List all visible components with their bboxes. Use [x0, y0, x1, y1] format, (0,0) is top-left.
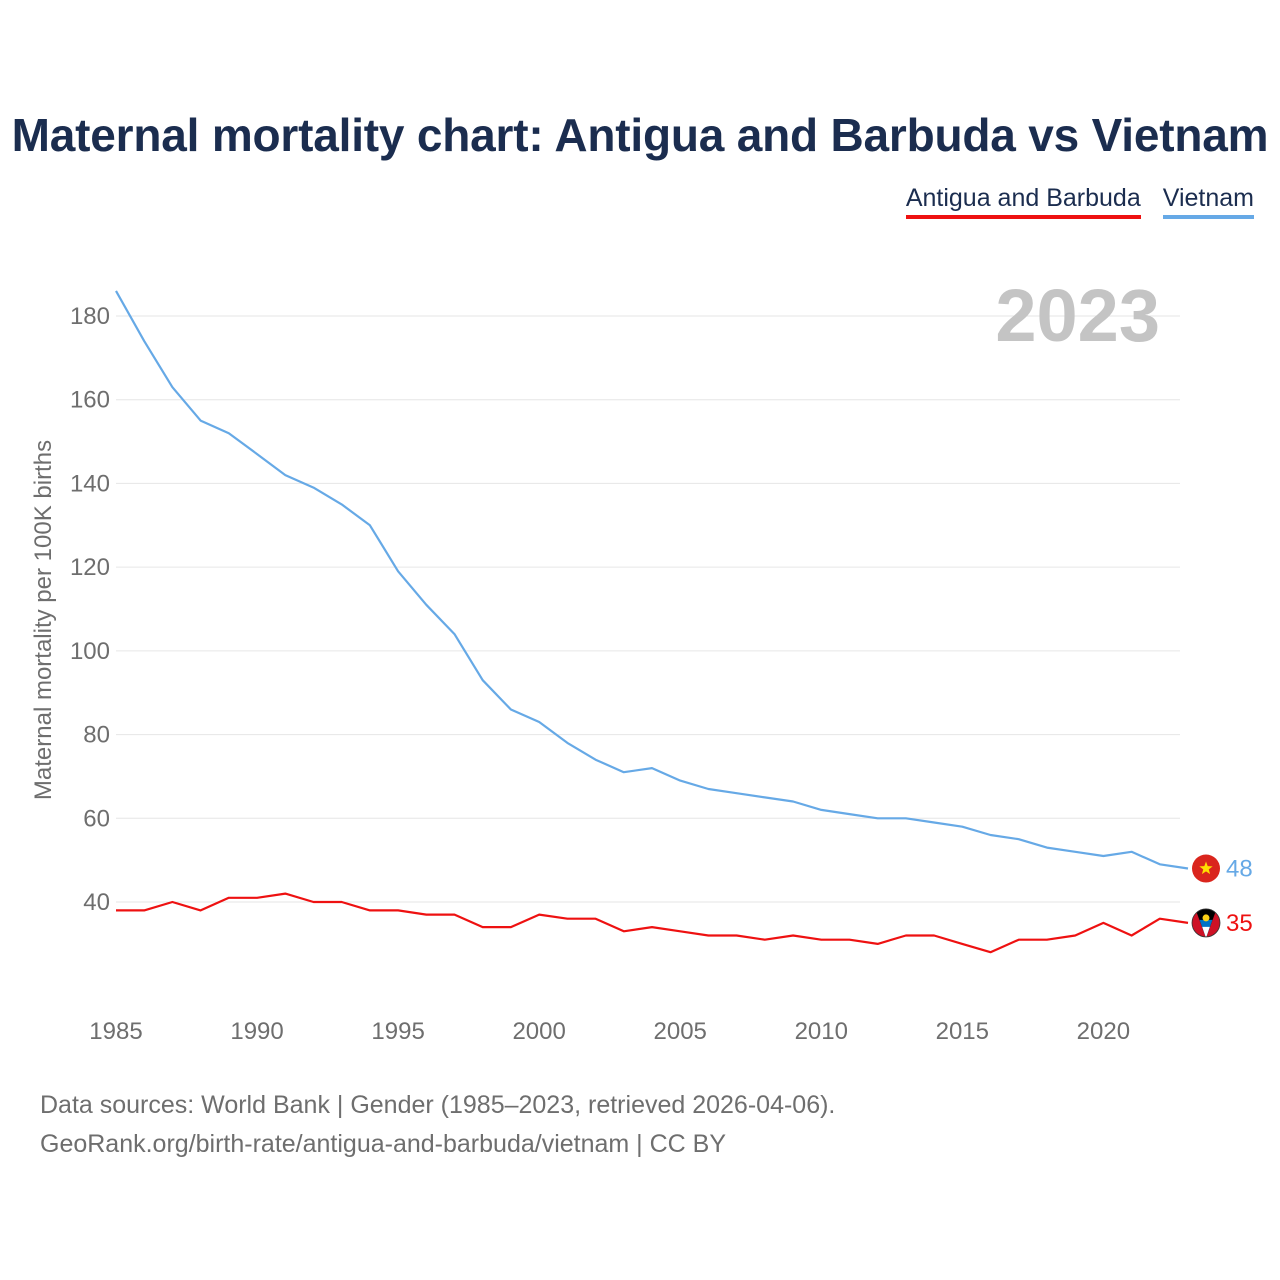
- x-tick-label-2015: 2015: [936, 1018, 989, 1045]
- x-tick-label-2000: 2000: [512, 1018, 565, 1045]
- y-tick-label-180: 180: [70, 303, 110, 330]
- legend-item-vietnam[interactable]: Vietnam: [1162, 183, 1254, 219]
- y-tick-label-160: 160: [70, 387, 110, 414]
- line-chart: 2023 40 60 80 100 120 140 160 180 1985 1990 1995 2…: [30, 274, 1253, 1045]
- x-tick-label-1995: 1995: [371, 1018, 424, 1045]
- y-tick-label-80: 80: [83, 722, 110, 749]
- year-watermark: 2023: [995, 274, 1160, 357]
- legend: Antigua and Barbuda Vietnam: [905, 183, 1254, 219]
- y-tick-label-40: 40: [83, 889, 110, 916]
- chart-title: Maternal mortality chart: Antigua and Ba…: [11, 109, 1269, 161]
- flag-icon-vietnam: [1192, 854, 1220, 883]
- source-line-1: Data sources: World Bank | Gender (1985–…: [40, 1091, 836, 1119]
- x-tick-label-2005: 2005: [654, 1018, 707, 1045]
- x-axis-ticks: 1985 1990 1995 2000 2005 2010 2015 2020: [89, 1018, 1130, 1045]
- x-tick-label-2010: 2010: [795, 1018, 848, 1045]
- gridlines: [116, 315, 1180, 903]
- y-axis-ticks: 40 60 80 100 120 140 160 180: [70, 303, 110, 916]
- end-value-label-vietnam: 48: [1226, 856, 1253, 883]
- data-source: Data sources: World Bank | Gender (1985–…: [40, 1086, 835, 1164]
- y-tick-label-60: 60: [83, 805, 110, 832]
- x-tick-label-2020: 2020: [1077, 1018, 1130, 1045]
- x-tick-label-1990: 1990: [230, 1018, 283, 1045]
- series-line-antigua-and-barbuda: [116, 892, 1189, 954]
- source-line-2[interactable]: GeoRank.org/birth-rate/antigua-and-barbu…: [40, 1130, 727, 1158]
- y-tick-label-140: 140: [70, 470, 110, 497]
- y-tick-label-100: 100: [70, 638, 110, 665]
- end-markers: 48 35: [1191, 854, 1253, 938]
- flag-icon-antigua-and-barbuda: [1191, 908, 1221, 938]
- x-tick-label-1985: 1985: [89, 1018, 142, 1045]
- y-axis-label: Maternal mortality per 100K births: [30, 440, 57, 800]
- series-lines: [115, 290, 1189, 954]
- y-tick-label-120: 120: [70, 554, 110, 581]
- end-value-label-antigua-and-barbuda: 35: [1226, 910, 1253, 937]
- legend-item-antigua-and-barbuda[interactable]: Antigua and Barbuda: [905, 183, 1141, 219]
- series-line-vietnam: [115, 290, 1189, 870]
